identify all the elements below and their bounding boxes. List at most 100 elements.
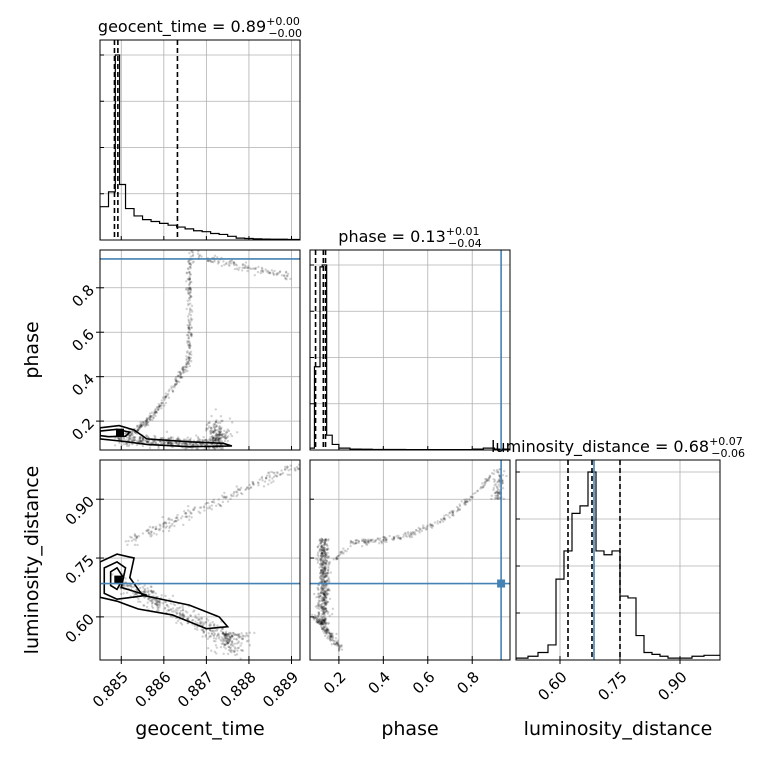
sample-point (180, 376, 184, 379)
sample-point (198, 438, 202, 442)
sample-point (188, 262, 191, 265)
sample-point (439, 520, 442, 523)
sample-point (212, 439, 215, 443)
sample-point (220, 443, 223, 446)
y-tick-label: 0.75 (62, 551, 98, 587)
sample-point (212, 637, 216, 640)
sample-point (181, 613, 184, 617)
sample-point (232, 492, 235, 495)
sample-point (175, 437, 179, 441)
sample-point (190, 446, 193, 450)
sample-point (494, 483, 498, 486)
sample-point (210, 632, 213, 636)
sample-point (466, 500, 469, 504)
sample-point (188, 518, 191, 522)
sample-point (451, 514, 455, 517)
sample-point (209, 429, 212, 432)
sample-point (216, 439, 219, 442)
sample-point (191, 618, 195, 622)
sample-point (216, 434, 219, 437)
x-tick-label: 0.6 (409, 668, 439, 698)
sample-point (405, 535, 409, 538)
sample-point (124, 540, 128, 543)
sample-point (155, 533, 158, 536)
sample-point (157, 600, 161, 604)
sample-point (246, 266, 249, 270)
sample-point (497, 478, 501, 481)
sample-point (195, 434, 198, 437)
sample-point (174, 608, 177, 612)
sample-point (213, 426, 216, 429)
title-luminosity_distance: luminosity_distance = 0.68+0.07 −0.06 (491, 435, 745, 460)
sample-point (224, 643, 227, 647)
sample-point (229, 493, 233, 497)
sample-point (214, 439, 217, 442)
sample-point (182, 438, 186, 441)
sample-point (225, 495, 228, 499)
sample-point (130, 433, 134, 437)
sample-point (343, 549, 347, 552)
sample-point (148, 418, 151, 421)
sample-point (194, 616, 197, 619)
sample-point (214, 504, 218, 507)
sample-point (320, 584, 324, 587)
sample-point (163, 607, 166, 610)
sample-point (286, 465, 290, 469)
sample-point (323, 543, 326, 546)
sample-point (331, 632, 334, 635)
x-tick-label: 0.4 (364, 668, 394, 698)
sample-point (154, 439, 157, 443)
sample-point (164, 395, 167, 398)
sample-point (472, 492, 475, 495)
sample-point (155, 411, 158, 414)
sample-point (205, 427, 208, 430)
sample-point (224, 640, 228, 643)
sample-point (216, 437, 219, 440)
sample-point (214, 437, 217, 441)
sample-point (179, 621, 182, 625)
sample-point (186, 621, 189, 625)
sample-point (196, 443, 200, 447)
sample-point (124, 442, 128, 445)
sample-point (201, 439, 204, 442)
sample-point (140, 440, 143, 443)
sample-point (186, 333, 190, 337)
sample-point (322, 608, 326, 611)
sample-point (149, 415, 153, 418)
sample-point (217, 430, 220, 434)
sample-point (212, 431, 215, 434)
sample-point (241, 634, 245, 637)
sample-point (225, 437, 228, 440)
sample-point (230, 434, 234, 438)
sample-point (331, 607, 335, 611)
sample-point (165, 525, 168, 528)
sample-point (152, 440, 156, 443)
sample-point (321, 588, 325, 591)
sample-point (148, 446, 152, 450)
sample-point (246, 269, 249, 273)
sample-point (476, 489, 479, 492)
sample-point (505, 474, 508, 478)
sample-point (185, 361, 188, 364)
sample-point (175, 441, 178, 444)
sample-point (173, 384, 176, 387)
sample-point (214, 440, 218, 443)
sample-point (167, 441, 170, 445)
sample-point (235, 653, 239, 656)
sample-point (124, 577, 127, 580)
sample-point (329, 636, 332, 639)
sample-point (311, 616, 315, 619)
sample-point (169, 602, 173, 605)
sample-point (145, 440, 148, 443)
y-tick-label: 0.60 (62, 610, 98, 646)
sample-point (167, 441, 170, 445)
sample-point (209, 426, 213, 430)
sample-point (177, 375, 180, 378)
sample-point (134, 436, 137, 439)
sample-point (174, 610, 177, 614)
x-tick-label: 0.887 (174, 668, 217, 711)
sample-point (213, 650, 217, 654)
sample-point (204, 429, 208, 432)
sample-point (421, 527, 424, 530)
